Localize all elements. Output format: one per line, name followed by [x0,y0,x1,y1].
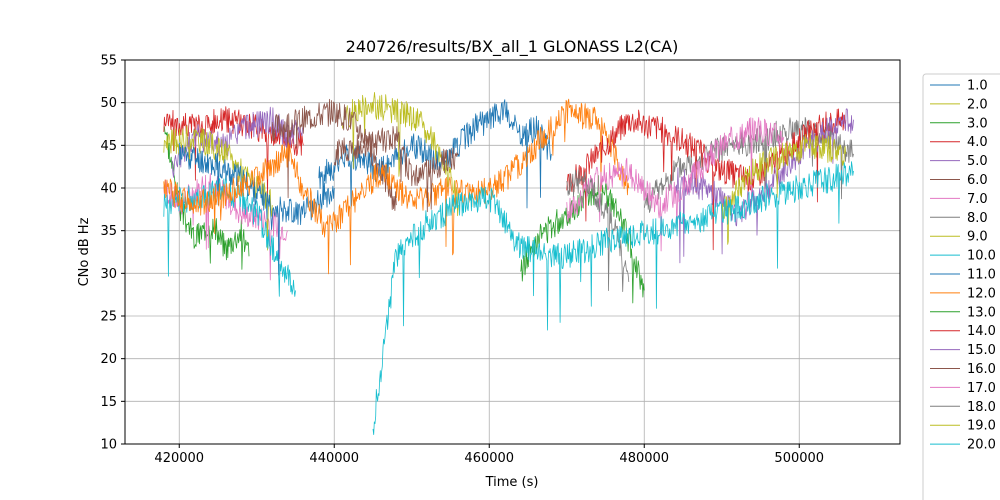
x-tick-label: 500000 [774,451,824,466]
series-lines [163,92,854,435]
series-line-16-0 [333,126,459,213]
series-line-1-0 [318,99,552,209]
legend: 1.0 2.0 3.0 4.0 5.0 6.0 7.0 8.0 9.0 10.0 11.0 12.0 1… [922,73,1000,500]
y-tick-label: 20 [100,352,117,367]
legend-label: 14.0 [967,324,996,339]
y-tick-label: 50 [100,96,117,111]
y-axis-ticks: 10 15 20 25 30 35 40 45 50 55 [100,54,125,453]
series-line-13-0 [520,175,645,304]
legend-label: 4.0 [967,135,988,150]
legend-label: 15.0 [967,343,996,358]
legend-label: 20.0 [967,438,996,453]
plot-frame [124,59,901,445]
y-tick-label: 15 [100,395,117,410]
y-tick-label: 10 [100,438,117,453]
x-axis-label: Time (s) [485,475,539,490]
series-line-10-0 [163,174,296,297]
series-line-6-0 [271,98,397,211]
y-tick-label: 45 [100,139,117,154]
legend-label: 11.0 [967,268,996,283]
y-tick-label: 55 [100,54,117,69]
legend-label: 19.0 [967,419,996,434]
series-line-18-0 [566,169,630,292]
legend-label: 13.0 [967,305,996,320]
legend-label: 8.0 [967,211,988,226]
series-line-7-0 [163,173,289,281]
x-tick-label: 440000 [309,451,359,466]
legend-label: 12.0 [967,286,996,301]
y-tick-label: 35 [100,224,117,239]
legend-label: 1.0 [967,79,988,94]
series-line-14-0 [566,108,847,251]
y-tick-label: 30 [100,267,117,282]
series-line-20-0 [372,161,854,435]
x-tick-label: 460000 [464,451,514,466]
x-axis-ticks: 420000 440000 460000 480000 500000 [154,444,824,466]
series-line-19-0 [721,132,847,245]
series-line-5-0 [171,106,304,178]
legend-label: 10.0 [967,249,996,264]
chart-title: 240726/results/BX_all_1 GLONASS L2(CA) [346,37,679,57]
x-tick-label: 420000 [154,451,204,466]
series-line-17-0 [566,117,785,252]
legend-label: 6.0 [967,173,988,188]
series-line-12-0 [163,98,630,275]
legend-label: 16.0 [967,362,996,377]
y-tick-label: 40 [100,182,117,197]
legend-label: 3.0 [967,116,988,131]
series-line-2-0 [341,92,459,217]
y-tick-label: 25 [100,310,117,325]
legend-label: 9.0 [967,230,988,245]
legend-label: 18.0 [967,400,996,415]
legend-label: 5.0 [967,154,988,169]
x-tick-label: 480000 [619,451,669,466]
legend-label: 2.0 [967,97,988,112]
legend-box [922,73,1000,500]
y-axis-label: CNo dB Hz [77,217,92,286]
legend-label: 7.0 [967,192,988,207]
legend-label: 17.0 [967,381,996,396]
